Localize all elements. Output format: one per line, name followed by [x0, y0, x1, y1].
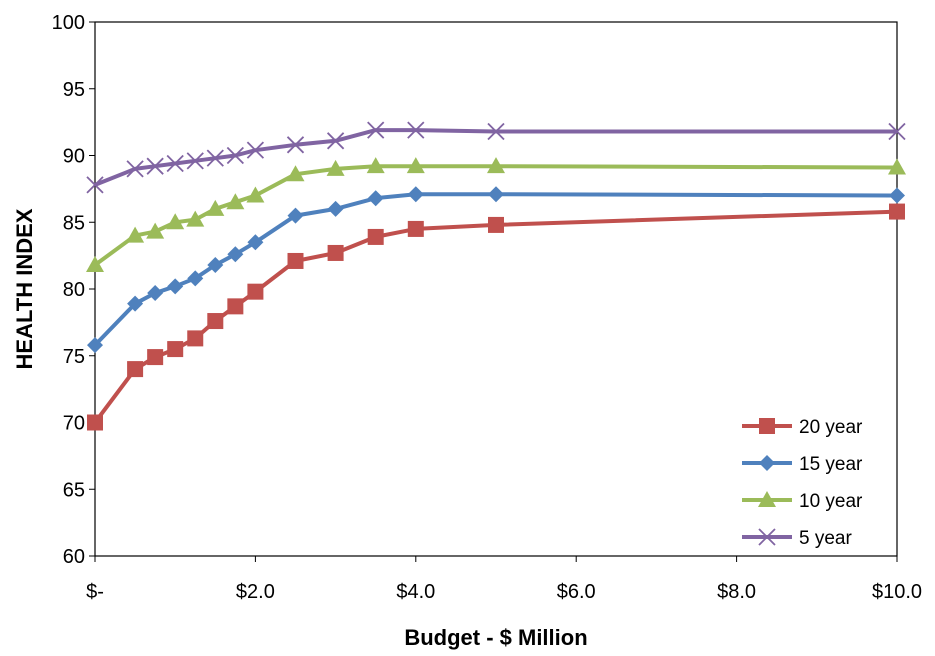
legend: 20 year 15 year 10 year 5 year	[742, 417, 863, 549]
legend-item-5-year: 5 year	[742, 528, 852, 549]
y-axis-title: HEALTH INDEX	[12, 208, 37, 369]
x-tick-label: $8.0	[717, 581, 756, 603]
data-point-10-year	[86, 255, 104, 272]
legend-label: 5 year	[799, 528, 852, 549]
data-point-20-year	[488, 216, 504, 233]
data-point-15-year	[127, 295, 144, 312]
legend-marker	[758, 528, 776, 546]
x-axis-ticks: $- $2.0 $4.0 $6.0 $8.0 $10.0	[86, 556, 922, 603]
legend-label: 15 year	[799, 454, 863, 475]
data-point-10-year	[206, 199, 225, 216]
x-tick-label: $2.0	[236, 581, 275, 603]
legend-item-15-year: 15 year	[742, 454, 863, 475]
data-point-15-year	[167, 278, 184, 295]
y-tick-label: 80	[63, 279, 85, 301]
y-tick-label: 90	[63, 146, 85, 168]
legend-marker	[759, 455, 775, 471]
data-point-15-year	[87, 337, 103, 354]
data-point-10-year	[166, 213, 185, 230]
data-point-20-year	[227, 298, 244, 315]
data-point-10-year	[888, 158, 906, 175]
data-point-5-year	[166, 154, 184, 173]
series-20-year	[87, 203, 905, 431]
data-point-15-year	[367, 190, 384, 207]
data-point-20-year	[147, 349, 164, 366]
series-10-year	[86, 157, 906, 272]
y-tick-label: 85	[63, 212, 85, 234]
data-point-5-year	[246, 141, 265, 159]
data-point-20-year	[327, 244, 344, 261]
data-point-5-year	[407, 121, 425, 139]
data-point-20-year	[207, 313, 224, 330]
data-point-15-year	[287, 207, 304, 224]
data-point-15-year	[187, 270, 204, 287]
series-5-year	[86, 121, 906, 194]
legend-marker	[759, 418, 775, 434]
legend-item-20-year: 20 year	[742, 417, 863, 438]
data-point-5-year	[206, 149, 224, 167]
x-tick-label: $6.0	[557, 581, 596, 603]
data-point-10-year	[366, 157, 385, 174]
data-point-10-year	[226, 193, 245, 210]
data-point-10-year	[186, 210, 205, 227]
data-point-20-year	[889, 203, 905, 220]
data-point-5-year	[86, 176, 104, 194]
data-point-20-year	[407, 220, 424, 237]
data-point-15-year	[247, 234, 264, 251]
x-tick-label: $-	[86, 581, 104, 603]
data-point-20-year	[187, 330, 204, 347]
y-tick-label: 60	[63, 546, 85, 568]
y-tick-label: 65	[63, 479, 85, 501]
y-tick-label: 95	[63, 79, 85, 101]
data-point-20-year	[167, 341, 184, 358]
data-point-5-year	[326, 132, 345, 150]
data-point-20-year	[247, 283, 264, 300]
data-point-20-year	[87, 414, 103, 431]
data-point-10-year	[326, 159, 345, 176]
data-point-20-year	[287, 252, 304, 269]
data-point-10-year	[146, 222, 165, 239]
legend-label: 20 year	[799, 417, 863, 438]
series-layer	[86, 121, 906, 431]
data-point-5-year	[126, 160, 144, 178]
data-point-20-year	[367, 228, 384, 245]
data-point-5-year	[146, 157, 164, 175]
data-point-10-year	[406, 157, 425, 174]
series-line-5-year	[94, 128, 897, 187]
x-axis-title: Budget - $ Million	[404, 625, 587, 650]
y-tick-label: 75	[63, 346, 85, 368]
x-tick-label: $10.0	[872, 581, 922, 603]
data-point-15-year	[327, 200, 344, 217]
y-tick-label: 100	[52, 12, 85, 34]
data-point-5-year	[286, 136, 305, 154]
legend-marker	[758, 491, 776, 507]
data-point-5-year	[226, 146, 244, 165]
data-point-15-year	[227, 246, 244, 263]
data-point-20-year	[127, 361, 144, 378]
data-point-10-year	[487, 157, 505, 174]
data-point-5-year	[367, 121, 385, 139]
data-point-5-year	[487, 122, 505, 141]
x-tick-label: $4.0	[396, 581, 435, 603]
series-15-year	[87, 186, 905, 354]
data-point-15-year	[488, 186, 504, 203]
data-point-10-year	[286, 165, 305, 182]
y-tick-label: 70	[63, 413, 85, 435]
legend-label: 10 year	[799, 491, 863, 512]
data-point-15-year	[407, 186, 424, 203]
data-point-5-year	[888, 122, 906, 141]
y-axis-ticks: 60 65 70 75 80 85 90 95 100	[52, 12, 95, 568]
data-point-10-year	[126, 226, 145, 243]
legend-item-10-year: 10 year	[742, 491, 863, 512]
data-point-15-year	[207, 256, 224, 273]
data-point-5-year	[186, 152, 204, 170]
data-point-15-year	[147, 285, 164, 302]
data-point-10-year	[246, 186, 265, 203]
data-point-15-year	[889, 187, 905, 204]
